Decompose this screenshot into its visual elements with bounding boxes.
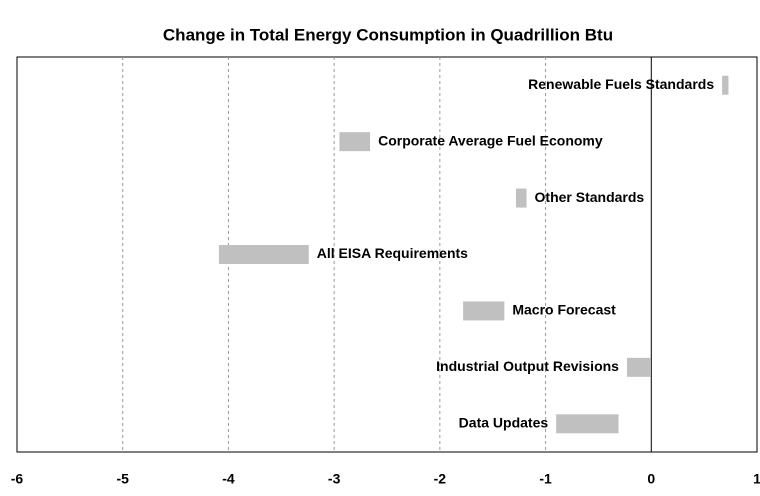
x-tick-label: -3 [328,471,341,487]
bar [722,75,729,95]
bar [218,245,309,264]
bar-label: Renewable Fuels Standards [528,76,714,92]
bar-label: Other Standards [535,189,645,205]
bar [515,188,527,208]
bar-label: Corporate Average Fuel Economy [378,132,603,148]
x-tick-label: 1 [753,471,760,487]
bar-label: Data Updates [459,414,549,430]
bar [626,357,651,377]
x-tick-label: -6 [11,471,24,487]
x-tick-label: 0 [647,471,655,487]
chart-title: Change in Total Energy Consumption in Qu… [163,25,613,44]
bar-label: All EISA Requirements [317,245,468,261]
x-tick-label: -4 [222,471,235,487]
x-tick-label: -5 [116,471,129,487]
bar [339,132,371,152]
bar-label: Industrial Output Revisions [436,358,619,374]
bar [556,414,619,434]
plot-frame [16,56,758,453]
x-tick-label: -2 [434,471,447,487]
bar-label: Macro Forecast [512,302,616,318]
bar [463,301,505,321]
x-tick-label: -1 [539,471,552,487]
